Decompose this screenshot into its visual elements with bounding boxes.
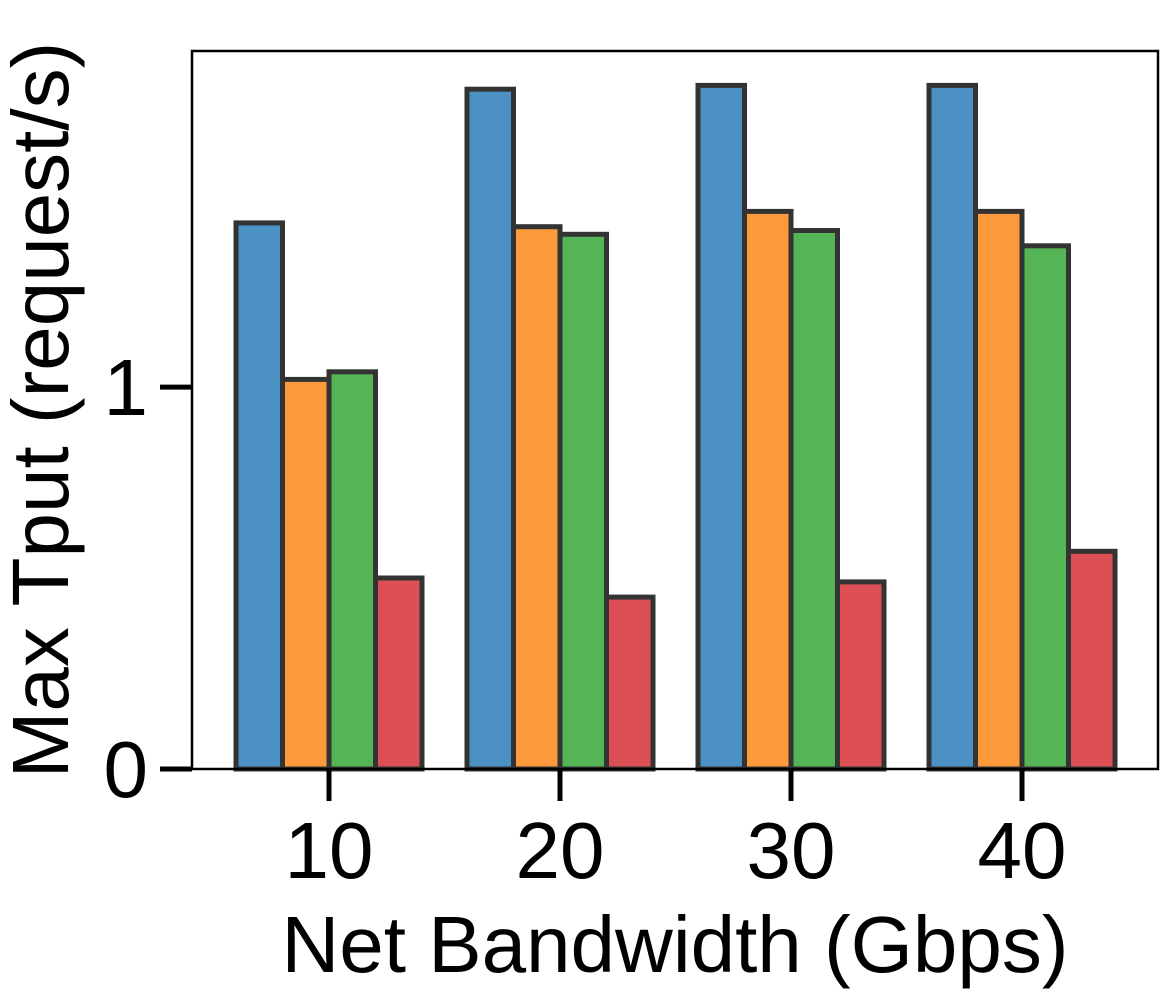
bar-series-1-30 <box>695 82 747 772</box>
x-axis: 10 20 30 40 <box>285 769 1067 895</box>
bars-layer <box>233 82 1118 772</box>
y-axis-label: Max Tput (request/s) <box>0 42 85 779</box>
x-tick-label-20: 20 <box>516 806 605 895</box>
x-tick-label-30: 30 <box>747 806 836 895</box>
bar-series-3-10 <box>326 369 378 772</box>
bar-series-3-20 <box>557 231 609 772</box>
bar-series-1-20 <box>464 86 516 772</box>
bar-series-2-20 <box>511 224 563 772</box>
bar-series-2-30 <box>742 208 794 772</box>
y-axis: 01 <box>104 343 192 814</box>
y-tick-label-0: 0 <box>104 725 149 814</box>
bar-series-3-30 <box>788 228 840 772</box>
bar-series-4-10 <box>373 575 425 772</box>
bar-series-4-20 <box>604 594 656 772</box>
x-tick-label-40: 40 <box>978 806 1067 895</box>
bar-series-1-10 <box>233 220 285 772</box>
x-axis-label: Net Bandwidth (Gbps) <box>281 900 1068 989</box>
bar-series-2-10 <box>280 376 332 772</box>
y-tick-label-1: 1 <box>104 343 149 432</box>
bar-series-2-40 <box>973 208 1025 772</box>
bar-series-4-30 <box>835 579 887 772</box>
bar-series-3-40 <box>1019 243 1071 772</box>
bar-series-4-40 <box>1066 548 1118 772</box>
bar-series-1-40 <box>926 82 978 772</box>
x-tick-label-10: 10 <box>285 806 374 895</box>
plot-frame <box>190 49 1160 771</box>
